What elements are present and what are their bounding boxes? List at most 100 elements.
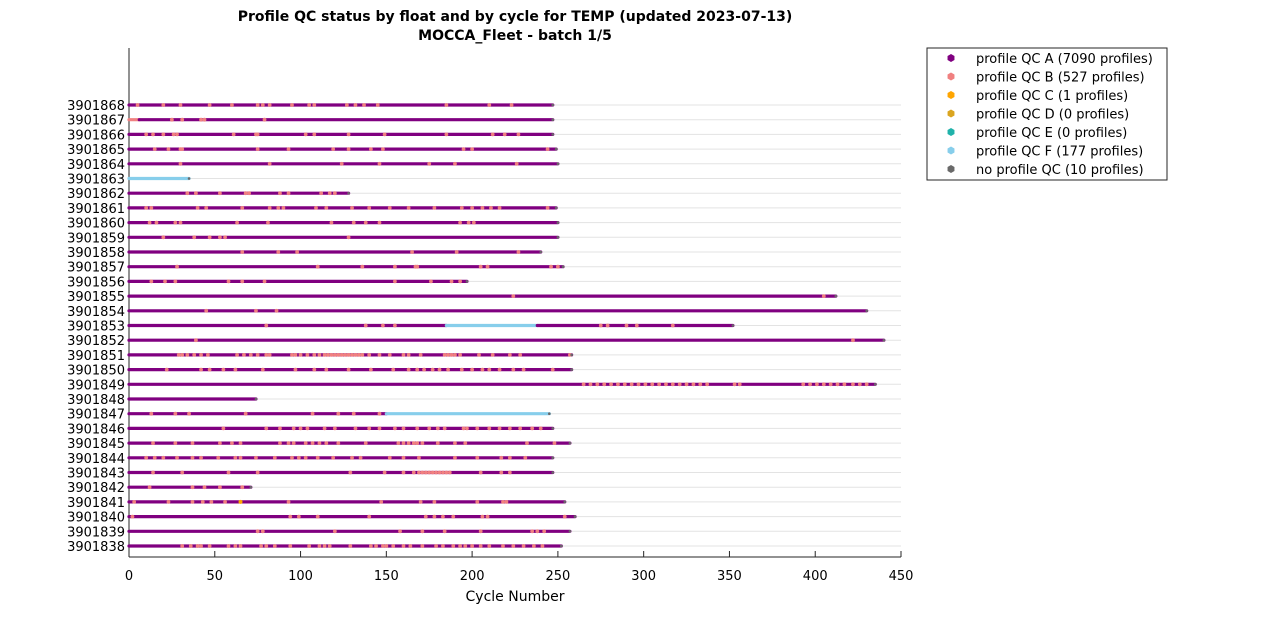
qc-b-point xyxy=(480,367,485,372)
qc-b-point xyxy=(194,191,198,196)
float-row-3901866 xyxy=(127,132,555,137)
qc-b-point xyxy=(358,455,363,460)
qc-b-point xyxy=(293,367,298,372)
qc-b-point xyxy=(326,353,330,357)
qc-b-point xyxy=(605,323,610,328)
float-row-3901863 xyxy=(127,176,191,181)
qc-b-point xyxy=(332,353,337,357)
qc-b-point xyxy=(291,426,296,431)
qc-b-point xyxy=(602,382,607,387)
qc-b-point xyxy=(331,147,336,152)
qc-b-point xyxy=(525,441,529,445)
qc-b-point xyxy=(555,264,560,269)
qc-b-point xyxy=(154,220,159,225)
qc-b-point xyxy=(233,544,238,548)
qc-b-point xyxy=(377,411,382,416)
qc-b-point xyxy=(235,353,239,357)
qc-b-point xyxy=(264,544,269,548)
qc-b-point xyxy=(368,544,373,548)
qc-b-point xyxy=(382,132,387,137)
legend-label: no profile QC (10 profiles) xyxy=(976,163,1144,178)
qc-b-point xyxy=(420,544,425,548)
qc-b-point xyxy=(458,220,463,225)
qc-b-point xyxy=(393,264,397,269)
qc-b-point xyxy=(516,132,521,137)
legend-label: profile QC F (177 profiles) xyxy=(976,145,1143,160)
qc-b-point xyxy=(351,220,356,225)
qc-b-point xyxy=(255,103,260,107)
qc-b-point xyxy=(278,191,282,196)
qc-b-point xyxy=(247,191,251,196)
qc-b-point xyxy=(132,500,137,504)
qc-b-point xyxy=(144,206,149,210)
qc-b-point xyxy=(286,191,291,196)
qc-b-point xyxy=(353,353,358,357)
qc-b-point xyxy=(451,514,456,519)
float-id-label: 3901841 xyxy=(67,496,125,511)
qc-b-point xyxy=(209,500,214,504)
float-id-label: 3901865 xyxy=(67,143,125,158)
no-qc-point xyxy=(548,412,551,416)
qc-b-point xyxy=(286,147,291,152)
qc-b-point xyxy=(518,353,523,357)
float-id-label: 3901840 xyxy=(67,511,125,526)
qc-b-point xyxy=(485,264,490,269)
qc-b-point xyxy=(176,353,181,357)
qc-b-point xyxy=(200,500,205,504)
qc-b-point xyxy=(147,485,152,490)
qc-b-point xyxy=(489,206,493,210)
float-id-label: 3901859 xyxy=(67,231,125,246)
qc-b-point xyxy=(418,353,423,357)
qc-b-point xyxy=(401,426,406,431)
qc-b-point xyxy=(470,206,475,210)
qc-b-point xyxy=(475,426,480,431)
qc-b-point xyxy=(322,353,327,357)
qc-b-point xyxy=(480,514,485,519)
qc-b-point xyxy=(540,544,545,548)
qc-b-point xyxy=(259,544,263,548)
qc-b-point xyxy=(490,132,495,137)
qc-b-point xyxy=(336,441,341,445)
qc-b-point xyxy=(188,544,193,548)
qc-b-point xyxy=(221,426,226,431)
qc-b-point xyxy=(291,441,296,445)
no-qc-point xyxy=(834,294,838,298)
qc-b-point xyxy=(415,426,420,431)
qc-b-point xyxy=(478,529,483,534)
qc-b-point xyxy=(368,367,373,372)
qc-b-point xyxy=(351,411,356,416)
qc-b-point xyxy=(324,441,329,445)
qc-b-point xyxy=(406,353,411,357)
qc-b-point xyxy=(336,411,341,416)
qc-b-point xyxy=(192,235,197,240)
qc-b-point xyxy=(310,411,315,416)
qc-b-point xyxy=(808,382,812,387)
qc-b-point xyxy=(202,485,207,490)
qc-b-point xyxy=(487,426,492,431)
qc-b-point xyxy=(293,353,298,357)
qc-b-point xyxy=(173,411,178,416)
qc-b-point xyxy=(240,279,245,284)
qc-b-point xyxy=(377,426,382,431)
qc-b-point xyxy=(401,470,406,475)
qc-b-point xyxy=(422,367,426,372)
qc-b-point xyxy=(303,441,308,445)
qc-b-point xyxy=(444,103,449,107)
qc-b-point xyxy=(307,103,312,107)
qc-b-point xyxy=(437,470,442,475)
float-row-3901851 xyxy=(127,353,574,357)
qc-b-point xyxy=(391,367,396,372)
qc-b-point xyxy=(511,544,516,548)
qc-b-point xyxy=(454,250,459,254)
qc-b-point xyxy=(480,206,485,210)
qc-b-point xyxy=(432,514,437,519)
qc-b-point xyxy=(322,544,327,548)
qc-b-point xyxy=(442,529,447,534)
qc-b-point xyxy=(381,544,385,548)
qc-b-point xyxy=(435,426,440,431)
qc-b-point xyxy=(190,500,195,504)
qc-b-point xyxy=(363,441,368,445)
qc-b-point xyxy=(260,367,265,372)
legend-marker xyxy=(947,146,955,155)
qc-b-point xyxy=(218,441,222,445)
